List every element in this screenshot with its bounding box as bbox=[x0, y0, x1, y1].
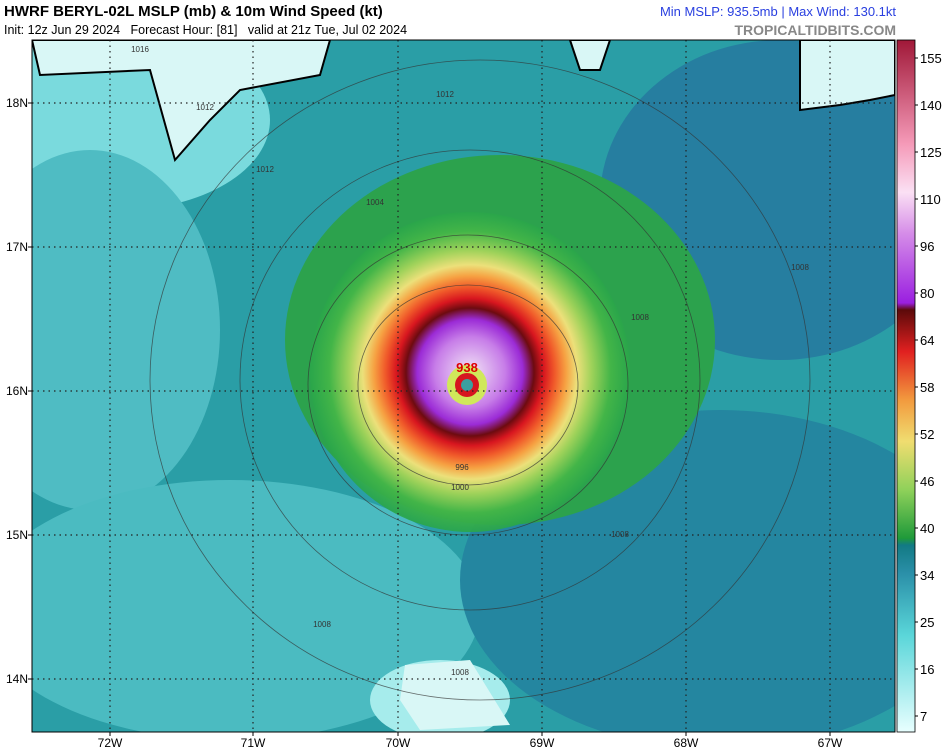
colorbar-label: 64 bbox=[920, 333, 934, 348]
labels: 18N 17N 16N 15N 14N 72W 71W 70W 69W 68W 67W 7 16 25 34… bbox=[6, 51, 942, 750]
colorbar-label: 155 bbox=[920, 51, 942, 66]
grid bbox=[32, 40, 895, 732]
contour-label: 938 bbox=[456, 360, 478, 375]
colorbar-label: 80 bbox=[920, 286, 934, 301]
colorbar-label: 25 bbox=[920, 615, 934, 630]
colorbar-label: 52 bbox=[920, 427, 934, 442]
lon-label: 67W bbox=[818, 736, 843, 750]
contour-label: 1008 bbox=[791, 263, 809, 272]
contour-label: 1000 bbox=[451, 483, 469, 492]
colorbar-label: 125 bbox=[920, 145, 942, 160]
lon-label: 72W bbox=[98, 736, 123, 750]
colorbar-label: 46 bbox=[920, 474, 934, 489]
colorbar-label: 7 bbox=[920, 709, 927, 724]
colorbar-label: 40 bbox=[920, 521, 934, 536]
contour-label: 1012 bbox=[256, 165, 274, 174]
stats: Min MSLP: 935.5mb | Max Wind: 130.1kt bbox=[660, 4, 896, 19]
contour-label: 996 bbox=[455, 463, 469, 472]
lat-label: 14N bbox=[6, 672, 28, 686]
colorbar bbox=[896, 39, 916, 733]
colorbar-label: 16 bbox=[920, 662, 934, 677]
subtitle: Init: 12z Jun 29 2024 Forecast Hour: [81… bbox=[4, 23, 407, 37]
lon-label: 70W bbox=[386, 736, 411, 750]
lat-label: 16N bbox=[6, 384, 28, 398]
contour-label: 1008 bbox=[451, 668, 469, 677]
contour-labels: 1016 1012 1012 1012 1008 1008 1004 1000 996 1008 1… bbox=[131, 45, 809, 677]
contour-label: 1008 bbox=[631, 313, 649, 322]
contour-label: 1008 bbox=[313, 620, 331, 629]
contour-label: 1004 bbox=[366, 198, 384, 207]
contour-label: 1008 bbox=[611, 530, 629, 539]
colorbar-label: 58 bbox=[920, 380, 934, 395]
title: HWRF BERYL-02L MSLP (mb) & 10m Wind Spee… bbox=[4, 3, 383, 20]
colorbar-label: 96 bbox=[920, 239, 934, 254]
lat-label: 17N bbox=[6, 240, 28, 254]
colorbar-label: 110 bbox=[920, 192, 941, 207]
lon-label: 71W bbox=[241, 736, 266, 750]
lon-label: 68W bbox=[674, 736, 699, 750]
lon-label: 69W bbox=[530, 736, 555, 750]
colorbar-label: 140 bbox=[920, 98, 942, 113]
map-area: 1016 1012 1012 1012 1008 1008 1004 1000 996 1008 1… bbox=[32, 40, 895, 732]
lat-label: 18N bbox=[6, 96, 28, 110]
lat-label: 15N bbox=[6, 528, 28, 542]
contour-label: 1012 bbox=[196, 103, 214, 112]
contour-label: 1012 bbox=[436, 90, 454, 99]
colorbar-label: 34 bbox=[920, 568, 934, 583]
source: TROPICALTIDBITS.COM bbox=[734, 22, 896, 38]
contour-label: 1016 bbox=[131, 45, 149, 54]
